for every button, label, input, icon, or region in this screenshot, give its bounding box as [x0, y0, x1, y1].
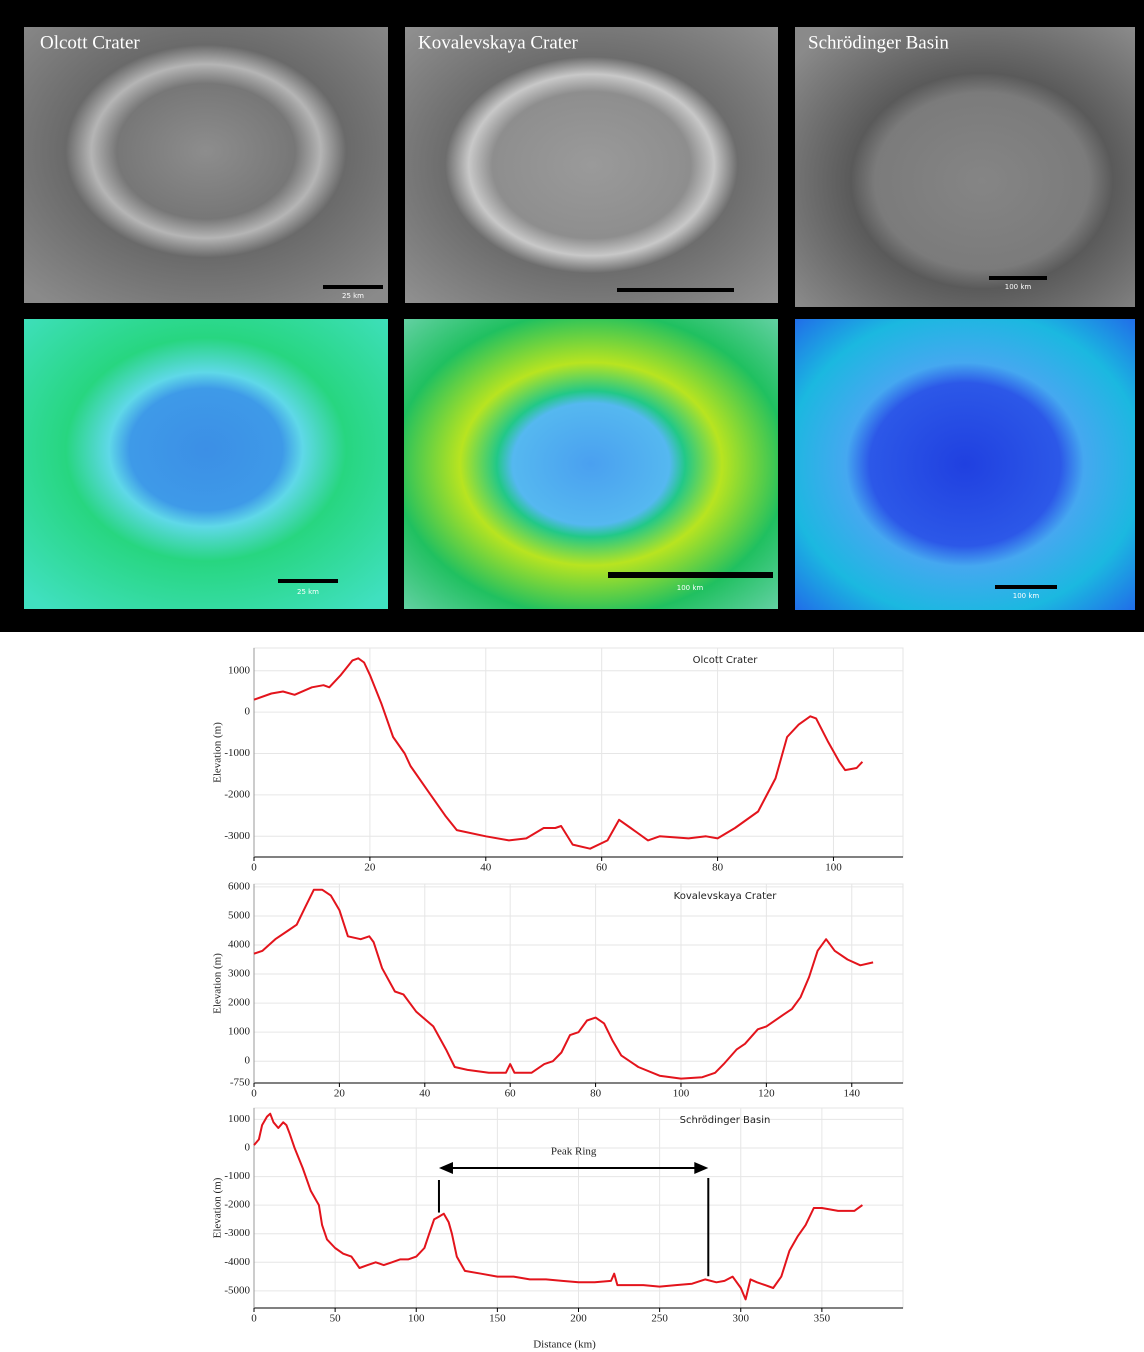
- y-tick-label: -1000: [224, 747, 250, 759]
- data-line: [253, 657, 864, 850]
- scale-label: 100 km: [1013, 592, 1040, 600]
- y-tick-label: -2000: [224, 1199, 250, 1211]
- x-tick-label: 80: [712, 862, 724, 874]
- chart-title: Schrödinger Basin: [680, 1115, 771, 1126]
- scale-bar: [278, 579, 338, 583]
- x-tick-label: 200: [570, 1313, 587, 1325]
- y-tick-label: -4000: [224, 1256, 250, 1268]
- y-tick-label: -3000: [224, 1227, 250, 1239]
- image-panel: [405, 27, 778, 303]
- x-tick-label: 20: [364, 862, 376, 874]
- panel-label: Schrödinger Basin: [808, 32, 949, 53]
- x-tick-label: 150: [489, 1313, 506, 1325]
- y-tick-label: 4000: [228, 939, 251, 951]
- data-line: [253, 1112, 863, 1301]
- y-tick-label: -750: [230, 1077, 251, 1089]
- scale-bar: [608, 572, 773, 578]
- y-tick-label: 0: [245, 1142, 251, 1154]
- image-panel: [24, 319, 388, 609]
- x-tick-label: 100: [408, 1313, 425, 1325]
- y-tick-label: 0: [245, 1055, 251, 1067]
- x-tick-label: 250: [651, 1313, 668, 1325]
- y-tick-label: 1000: [228, 1113, 251, 1125]
- x-tick-label: 40: [419, 1088, 431, 1100]
- y-tick-label: 5000: [228, 909, 251, 921]
- scale-label: 25 km: [297, 588, 319, 596]
- arrow-head: [438, 1162, 453, 1174]
- plot-area: [253, 883, 904, 1084]
- y-axis-label: Elevation (m): [212, 1177, 224, 1238]
- plot-area: [253, 647, 904, 858]
- x-tick-label: 60: [596, 862, 608, 874]
- scale-bar: [989, 276, 1047, 280]
- x-tick-label: 0: [251, 1313, 257, 1325]
- x-tick-label: 20: [334, 1088, 346, 1100]
- data-line: [253, 888, 874, 1080]
- x-tick-label: 60: [505, 1088, 517, 1100]
- y-tick-label: 3000: [228, 968, 251, 980]
- y-tick-label: -2000: [224, 788, 250, 800]
- x-tick-label: 140: [844, 1088, 861, 1100]
- x-tick-label: 0: [251, 862, 257, 874]
- image-panel: [795, 319, 1135, 610]
- scale-label: 100 km: [1005, 283, 1032, 291]
- panel-label: Olcott Crater: [40, 32, 140, 53]
- y-tick-label: 0: [245, 706, 251, 718]
- image-panel: [795, 27, 1135, 307]
- scale-bar: [617, 288, 734, 292]
- x-tick-label: 50: [330, 1313, 342, 1325]
- y-axis-label: Elevation (m): [212, 953, 224, 1014]
- x-axis-label: Distance (km): [533, 1339, 596, 1351]
- x-tick-label: 350: [814, 1313, 831, 1325]
- y-tick-label: -1000: [224, 1170, 250, 1182]
- x-tick-label: 0: [251, 1088, 257, 1100]
- panel-label: Kovalevskaya Crater: [418, 32, 579, 53]
- y-tick-label: 1000: [228, 1026, 251, 1038]
- chart-title: Kovalevskaya Crater: [674, 891, 778, 902]
- x-tick-label: 300: [733, 1313, 750, 1325]
- y-tick-label: -3000: [224, 830, 250, 842]
- x-tick-label: 120: [758, 1088, 775, 1100]
- scale-bar: [323, 285, 383, 289]
- y-axis-label: Elevation (m): [212, 722, 224, 783]
- scale-bar: [995, 585, 1057, 589]
- y-tick-label: 2000: [228, 997, 251, 1009]
- x-tick-label: 80: [590, 1088, 602, 1100]
- y-tick-label: 1000: [228, 664, 251, 676]
- arrow-head: [694, 1162, 709, 1174]
- x-tick-label: 40: [480, 862, 492, 874]
- chart-title: Olcott Crater: [693, 655, 759, 666]
- scale-label: 25 km: [342, 292, 364, 300]
- image-panel: [404, 319, 778, 609]
- x-tick-label: 100: [673, 1088, 690, 1100]
- scale-label: 100 km: [677, 584, 704, 592]
- x-tick-label: 100: [825, 862, 842, 874]
- y-tick-label: -5000: [224, 1284, 250, 1296]
- image-panel: [24, 27, 388, 303]
- y-tick-label: 6000: [228, 880, 251, 892]
- annotation-label: Peak Ring: [551, 1146, 597, 1158]
